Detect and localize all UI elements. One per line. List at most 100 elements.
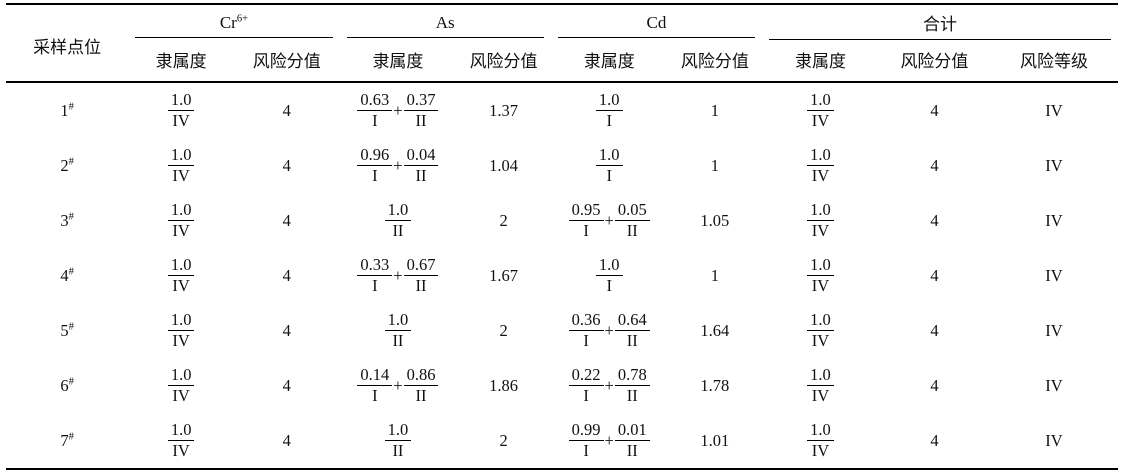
subheader-score-cd: 风险分值 xyxy=(680,52,749,71)
membership-cell: 1.0 IV xyxy=(762,303,879,358)
risk-grade-cell: IV xyxy=(1045,155,1063,175)
risk-score-cell: 4 xyxy=(930,320,939,340)
risk-score-cell: 1 xyxy=(710,265,719,285)
risk-score-cell: 2 xyxy=(499,320,508,340)
group-header-row: 采样点位 Cr6+ As Cd 合计 xyxy=(6,4,1118,57)
risk-score-cell: 1.05 xyxy=(700,210,730,230)
membership-cell: 1.0 II xyxy=(340,413,457,469)
membership-cell: 1.0 IV xyxy=(762,358,879,413)
membership-fraction: 1.0 IV xyxy=(167,420,195,461)
membership-fraction: 1.0 IV xyxy=(167,365,195,406)
risk-score-cell: 2 xyxy=(499,430,508,450)
risk-score-cell: 4 xyxy=(282,430,291,450)
membership-fraction: 0.63 I xyxy=(357,90,393,131)
membership-cell: 1.0 IV xyxy=(128,82,234,138)
membership-fraction: 1.0 IV xyxy=(167,255,195,296)
sampling-point-cell: 5# xyxy=(60,320,74,340)
sampling-point-cell: 2# xyxy=(60,155,74,175)
membership-cell: 1.0 IV xyxy=(128,193,234,248)
membership-fraction: 0.22 I xyxy=(568,365,604,406)
membership-fraction: 1.0 IV xyxy=(807,200,834,241)
membership-cell: 0.22 I +0.78 II xyxy=(551,358,668,413)
membership-fraction: 1.0 II xyxy=(384,200,412,241)
risk-score-cell: 4 xyxy=(282,320,291,340)
risk-score-cell: 1 xyxy=(710,100,719,120)
table-row: 7# 1.0 IV 4 1.0 II 2 0.99 I +0.01 II 1.01 1.0 IV 4 IV xyxy=(6,413,1118,469)
membership-fraction: 1.0 I xyxy=(595,90,623,131)
membership-fraction: 1.0 IV xyxy=(167,145,195,186)
risk-score-cell: 4 xyxy=(282,100,291,120)
subheader-score-total: 风险分值 xyxy=(900,52,969,71)
membership-cell: 0.63 I +0.37 II xyxy=(340,82,457,138)
point-marker: # xyxy=(68,211,74,222)
membership-cell: 1.0 IV xyxy=(128,413,234,469)
subheader-membership-cd: 隶属度 xyxy=(583,52,635,71)
membership-cell: 0.14 I +0.86 II xyxy=(340,358,457,413)
membership-cell: 1.0 IV xyxy=(128,358,234,413)
membership-fraction: 1.0 IV xyxy=(807,310,834,351)
col-header-sampling-point: 采样点位 xyxy=(6,4,128,82)
plus-sign: + xyxy=(604,320,614,340)
membership-fraction: 0.37 II xyxy=(403,90,439,131)
membership-fraction: 0.95 I xyxy=(568,200,604,241)
group-header-as: As xyxy=(340,4,551,40)
point-marker: # xyxy=(68,266,74,277)
risk-score-cell: 1.37 xyxy=(489,100,518,120)
risk-score-cell: 4 xyxy=(282,375,291,395)
plus-sign: + xyxy=(604,430,614,450)
group-header-cd: Cd xyxy=(551,4,762,40)
risk-score-cell: 4 xyxy=(930,375,939,395)
sampling-point-label: 采样点位 xyxy=(33,38,102,57)
membership-cell: 1.0 I xyxy=(551,248,668,303)
risk-score-cell: 4 xyxy=(282,265,291,285)
subheader-score-cr: 风险分值 xyxy=(252,52,321,71)
plus-sign: + xyxy=(393,265,403,285)
risk-score-cell: 1.86 xyxy=(489,375,518,395)
membership-fraction: 0.36 I xyxy=(568,310,604,351)
membership-fraction: 0.78 II xyxy=(614,365,650,406)
cr6-superscript: 6+ xyxy=(236,12,249,24)
membership-fraction: 1.0 IV xyxy=(807,365,834,406)
risk-score-cell: 4 xyxy=(930,210,939,230)
subheader-row: 隶属度 风险分值 隶属度 风险分值 隶属度 风险分值 隶属度 风险分值 风险等级 xyxy=(6,40,1118,82)
table-row: 6# 1.0 IV 4 0.14 I +0.86 II 1.86 0.22 I +0.78 II 1.78… xyxy=(6,358,1118,413)
plus-sign: + xyxy=(393,155,403,175)
point-marker: # xyxy=(68,101,74,112)
membership-cell: 1.0 IV xyxy=(128,303,234,358)
table-row: 4# 1.0 IV 4 0.33 I +0.67 II 1.67 1.0 I 1 1.0 IV 4 IV xyxy=(6,248,1118,303)
membership-cell: 1.0 I xyxy=(551,82,668,138)
membership-fraction: 0.04 II xyxy=(403,145,439,186)
sampling-point-cell: 4# xyxy=(60,265,74,285)
membership-fraction: 1.0 IV xyxy=(807,145,834,186)
membership-fraction: 0.64 II xyxy=(614,310,650,351)
risk-grade-cell: IV xyxy=(1045,265,1063,285)
membership-cell: 1.0 II xyxy=(340,193,457,248)
point-marker: # xyxy=(68,376,74,387)
membership-cell: 1.0 IV xyxy=(762,82,879,138)
table-row: 5# 1.0 IV 4 1.0 II 2 0.36 I +0.64 II 1.64 1.0 IV 4 IV xyxy=(6,303,1118,358)
risk-score-cell: 1.64 xyxy=(700,320,730,340)
risk-score-cell: 4 xyxy=(930,430,939,450)
risk-score-cell: 1 xyxy=(710,155,719,175)
membership-fraction: 1.0 IV xyxy=(167,200,195,241)
membership-fraction: 0.05 II xyxy=(614,200,650,241)
membership-cell: 1.0 IV xyxy=(128,138,234,193)
risk-grade-cell: IV xyxy=(1045,320,1063,340)
group-header-total: 合计 xyxy=(762,4,1118,40)
membership-fraction: 0.01 II xyxy=(614,420,650,461)
membership-cell: 1.0 IV xyxy=(762,413,879,469)
risk-score-cell: 4 xyxy=(930,100,939,120)
subheader-risk-grade: 风险等级 xyxy=(1020,52,1089,71)
risk-score-cell: 1.78 xyxy=(700,375,730,395)
group-header-cr6: Cr6+ xyxy=(128,4,339,40)
subheader-membership-cr: 隶属度 xyxy=(155,52,207,71)
plus-sign: + xyxy=(393,100,403,120)
risk-grade-cell: IV xyxy=(1045,100,1063,120)
membership-cell: 0.33 I +0.67 II xyxy=(340,248,457,303)
membership-fraction: 0.96 I xyxy=(357,145,393,186)
table-body: 1# 1.0 IV 4 0.63 I +0.37 II 1.37 1.0 I 1 1.0 IV 4 IV 2# 1… xyxy=(6,82,1118,469)
subheader-membership-as: 隶属度 xyxy=(372,52,424,71)
membership-fraction: 1.0 I xyxy=(595,145,623,186)
membership-fraction: 1.0 IV xyxy=(807,90,834,131)
subheader-score-as: 风险分值 xyxy=(469,52,538,71)
